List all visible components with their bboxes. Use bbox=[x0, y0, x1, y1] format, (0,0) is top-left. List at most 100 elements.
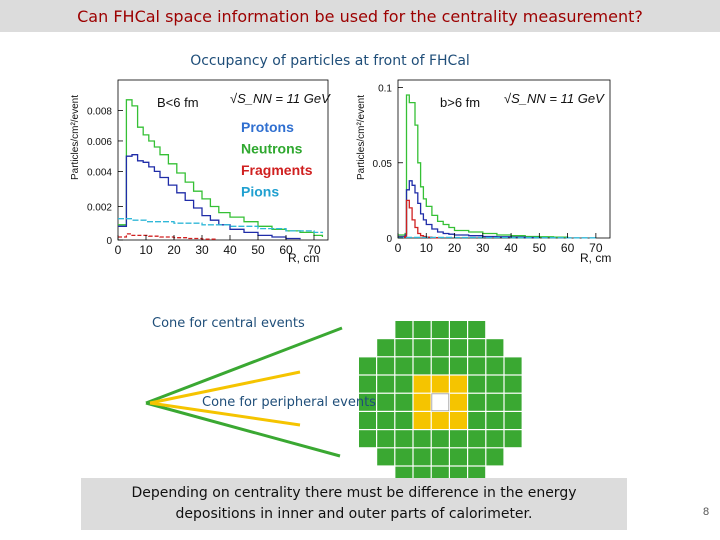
calorimeter-module bbox=[431, 339, 449, 357]
series-fragments-line bbox=[118, 233, 217, 240]
calorimeter-module bbox=[413, 412, 431, 429]
calorimeter-module bbox=[431, 412, 449, 429]
series-pions-line bbox=[118, 218, 324, 234]
y-tick-label: 0 bbox=[106, 236, 112, 247]
calorimeter-module bbox=[431, 321, 449, 338]
y-tick-label: 0.05 bbox=[373, 159, 393, 170]
calorimeter-module bbox=[413, 357, 431, 375]
calorimeter-module bbox=[395, 430, 413, 448]
x-tick-label: 30 bbox=[476, 241, 490, 255]
peripheral-cone-label: Cone for peripheral events bbox=[202, 395, 376, 410]
calorimeter-module bbox=[486, 393, 504, 411]
y-tick-label: 0.006 bbox=[87, 137, 112, 148]
calorimeter-module bbox=[450, 412, 467, 429]
x-tick-label: 20 bbox=[448, 241, 462, 255]
series-neutrons-line bbox=[398, 94, 569, 238]
calorimeter-module bbox=[486, 375, 504, 393]
calorimeter-module bbox=[450, 321, 467, 338]
calorimeter-module bbox=[413, 321, 431, 338]
calorimeter-module bbox=[395, 412, 413, 429]
y-tick-label: 0.008 bbox=[87, 106, 112, 117]
calorimeter-module bbox=[395, 357, 413, 375]
calorimeter-module bbox=[413, 375, 431, 393]
calorimeter-module bbox=[377, 448, 395, 466]
series-neutrons-line bbox=[118, 99, 324, 237]
conclusion-note: Depending on centrality there must be di… bbox=[81, 478, 627, 530]
central-cone-label: Cone for central events bbox=[152, 316, 305, 331]
y-tick-label: 0.1 bbox=[378, 84, 392, 95]
calorimeter-module bbox=[377, 412, 395, 429]
calorimeter-module bbox=[468, 321, 486, 338]
x-tick-label: 50 bbox=[533, 241, 547, 255]
x-tick-label: 0 bbox=[395, 241, 402, 255]
plot-frame bbox=[117, 79, 329, 241]
central-cone-lower-edge bbox=[145, 401, 341, 458]
x-tick-label: 50 bbox=[251, 243, 265, 257]
calorimeter-module bbox=[377, 375, 395, 393]
y-tick-label: 0 bbox=[386, 234, 392, 245]
y-tick-label: 0.004 bbox=[87, 167, 112, 178]
calorimeter-module bbox=[431, 393, 450, 412]
x-tick-label: 10 bbox=[420, 241, 434, 255]
note-line-1: Depending on centrality there must be di… bbox=[131, 485, 577, 501]
x-tick-label: 70 bbox=[307, 243, 321, 257]
calorimeter-module bbox=[395, 375, 413, 393]
slide-subtitle: Occupancy of particles at front of FHCal bbox=[190, 53, 470, 69]
calorimeter-module bbox=[413, 339, 431, 357]
series-fragments-line bbox=[398, 199, 442, 239]
calorimeter-module bbox=[377, 430, 395, 448]
calorimeter-module bbox=[395, 393, 413, 411]
note-line-2: depositions in inner and outer parts of … bbox=[175, 506, 533, 522]
x-tick-label: 40 bbox=[223, 243, 237, 257]
calorimeter-module bbox=[413, 430, 431, 448]
calorimeter-module bbox=[450, 430, 467, 448]
calorimeter-module bbox=[486, 430, 504, 448]
calorimeter-module bbox=[431, 375, 449, 393]
x-tick-label: 0 bbox=[115, 243, 122, 257]
legend-protons: Protons bbox=[241, 119, 294, 135]
calorimeter-module bbox=[468, 430, 486, 448]
calorimeter-module bbox=[359, 430, 376, 448]
calorimeter-module bbox=[504, 430, 522, 448]
x-axis-label: R, cm bbox=[288, 251, 319, 265]
calorimeter-module bbox=[468, 393, 486, 411]
slide-title: Can FHCal space information be used for … bbox=[77, 7, 643, 26]
y-axis-label: Particles/cm²/event bbox=[356, 95, 367, 180]
calorimeter-module bbox=[450, 448, 467, 466]
calorimeter-module bbox=[395, 321, 413, 338]
calorimeter-module bbox=[504, 412, 522, 429]
x-tick-label: 40 bbox=[504, 241, 518, 255]
calorimeter-module bbox=[504, 393, 522, 411]
calorimeter-module bbox=[504, 357, 522, 375]
calorimeter-module bbox=[431, 357, 449, 375]
calorimeter-module bbox=[468, 448, 486, 466]
energy-label: √S_NN = 11 GeV bbox=[230, 91, 331, 106]
y-axis-label: Particles/cm²/event bbox=[70, 95, 81, 180]
energy-label: √S_NN = 11 GeV bbox=[504, 91, 605, 106]
central-cone bbox=[145, 326, 343, 458]
calorimeter-module bbox=[450, 339, 467, 357]
calorimeter-module bbox=[468, 357, 486, 375]
calorimeter-module bbox=[486, 339, 504, 357]
calorimeter-module bbox=[468, 375, 486, 393]
calorimeter-module bbox=[486, 448, 504, 466]
calorimeter-module bbox=[450, 393, 467, 411]
calorimeter-module bbox=[377, 393, 395, 411]
calorimeter-module bbox=[431, 448, 449, 466]
calorimeter-module bbox=[504, 375, 522, 393]
calorimeter-module bbox=[377, 357, 395, 375]
calorimeter-module bbox=[450, 357, 467, 375]
x-axis-label: R, cm bbox=[580, 251, 611, 265]
calorimeter-module bbox=[395, 339, 413, 357]
centrality-label: B<6 fm bbox=[157, 95, 199, 110]
legend-neutrons: Neutrons bbox=[241, 141, 303, 157]
series-protons-line bbox=[118, 154, 301, 240]
calorimeter-module bbox=[359, 357, 376, 375]
calorimeter-module bbox=[486, 412, 504, 429]
calorimeter-module bbox=[359, 412, 376, 429]
calorimeter-module bbox=[486, 357, 504, 375]
calorimeter-module bbox=[468, 412, 486, 429]
